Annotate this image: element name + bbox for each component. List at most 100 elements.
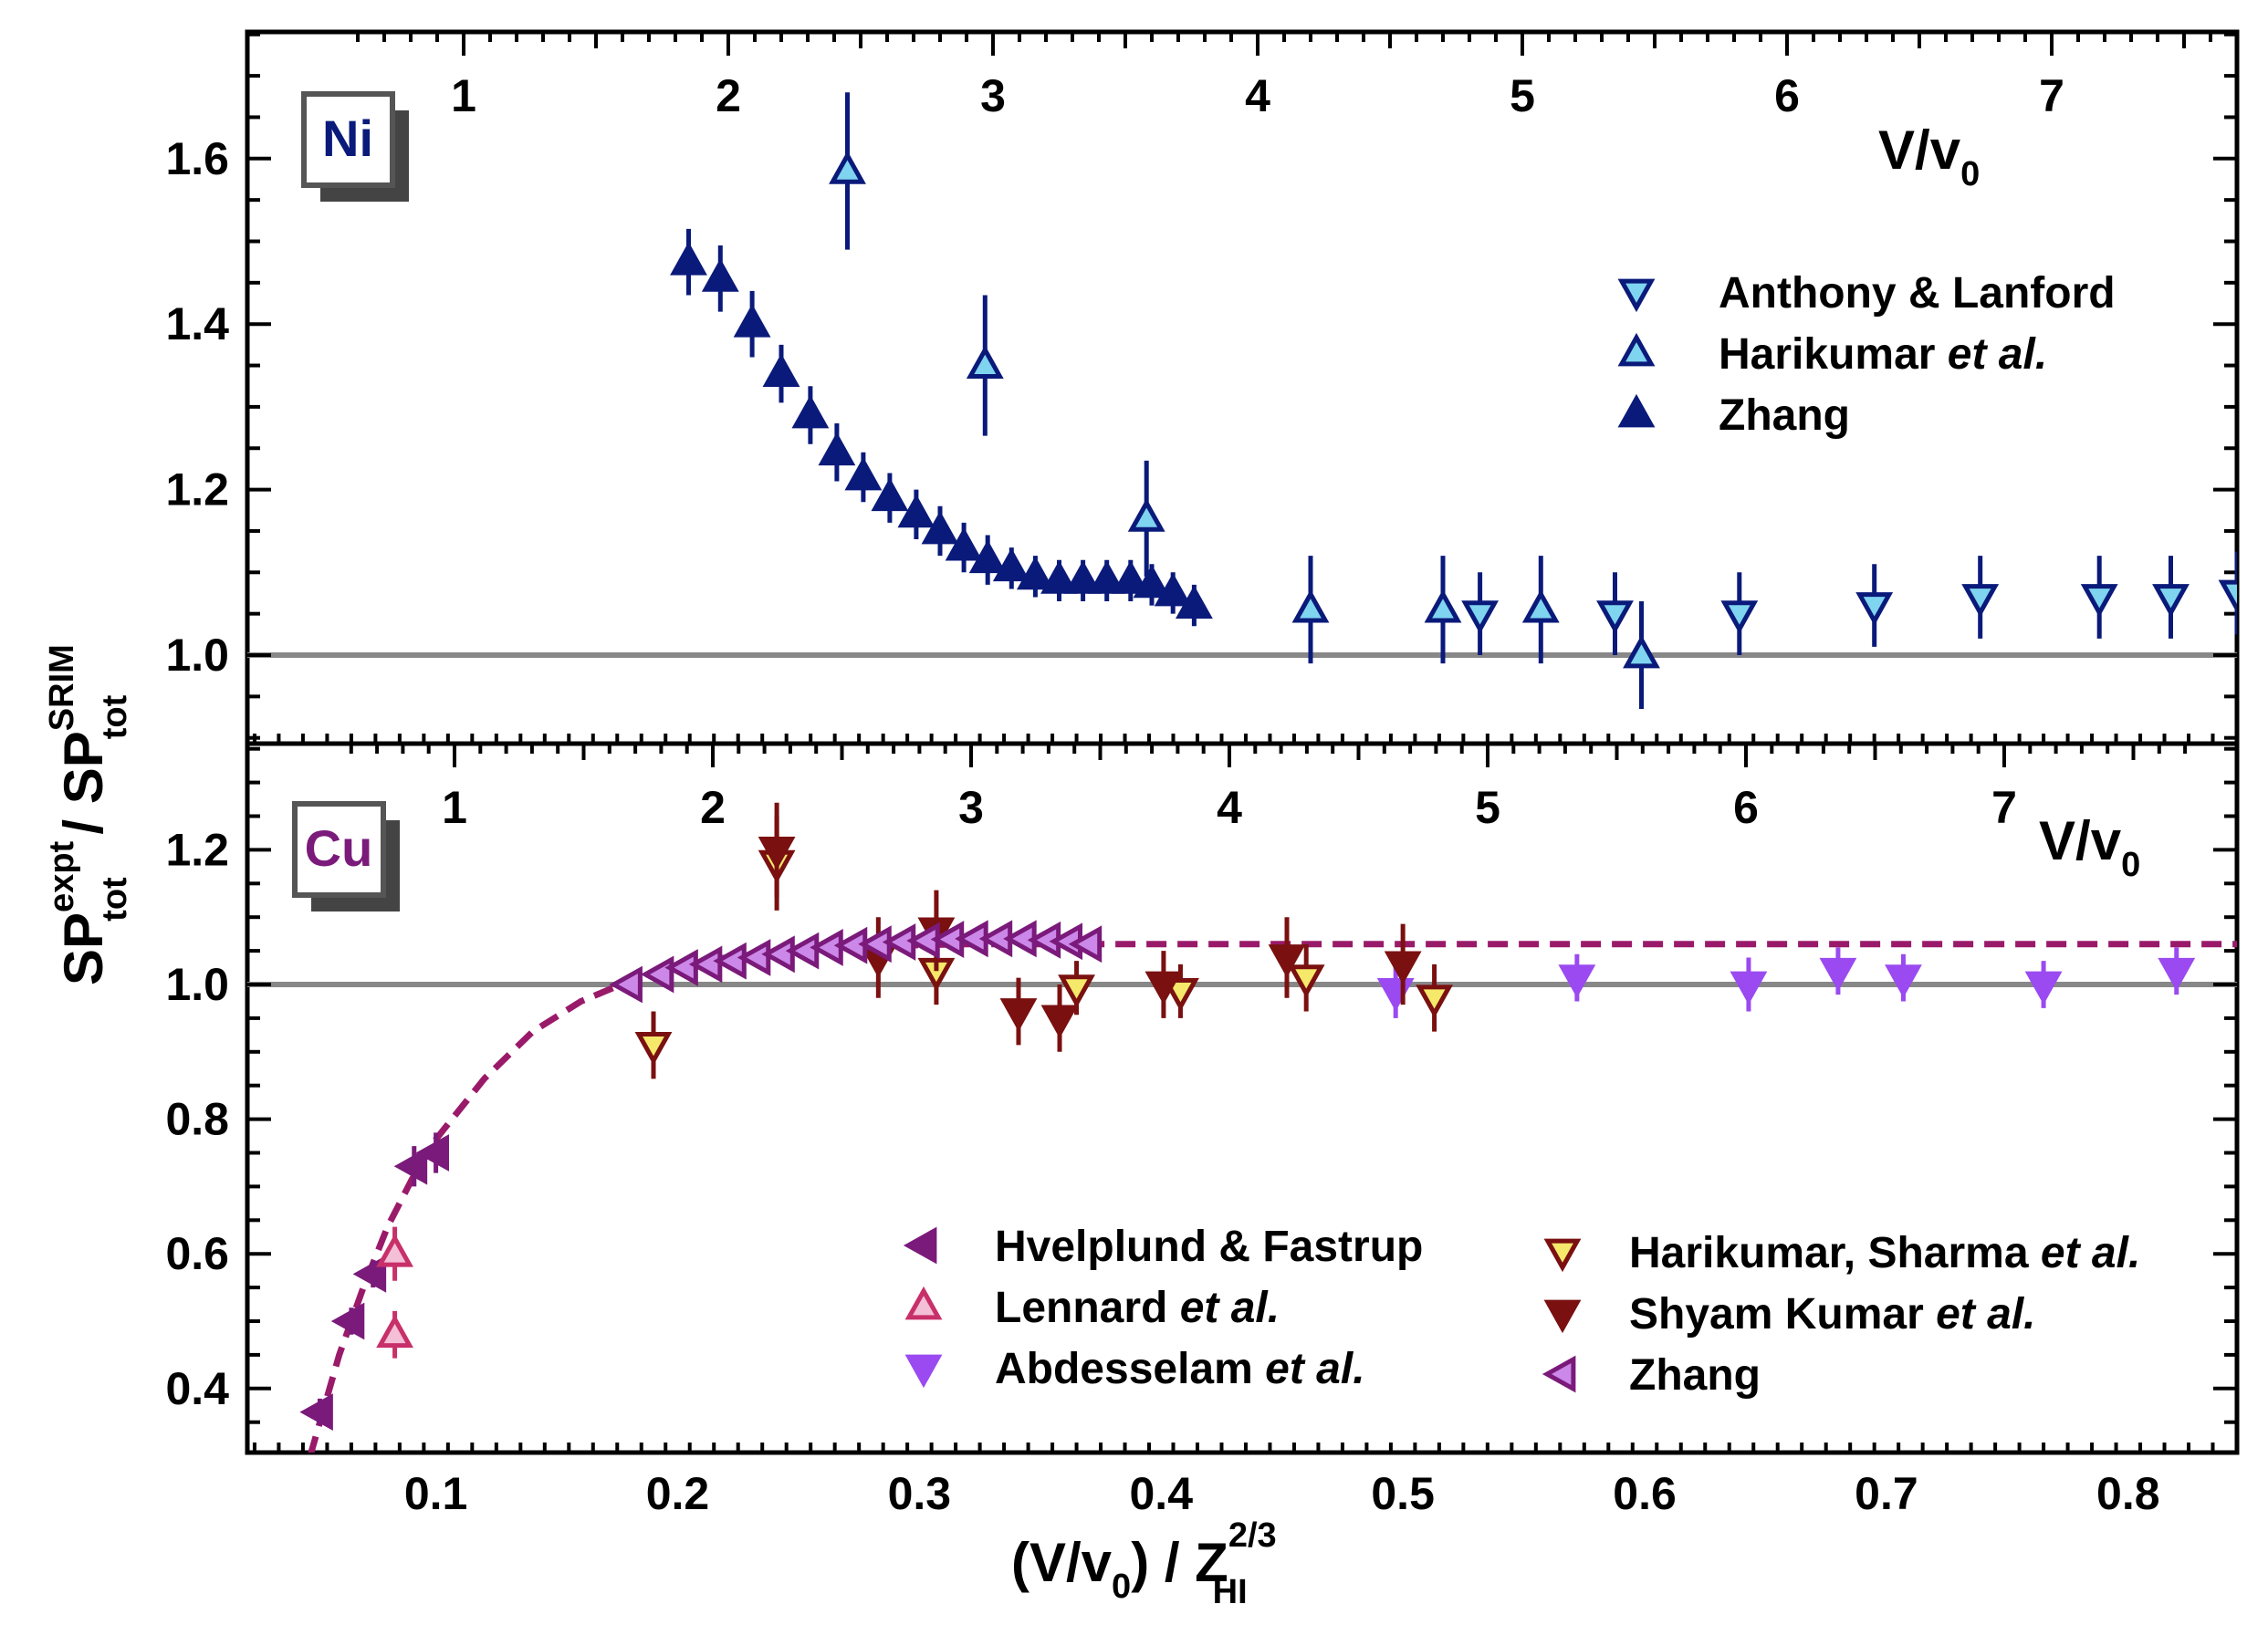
y-axis-title-sub1: tot xyxy=(96,877,134,922)
cu-s4-p6-marker xyxy=(1268,944,1306,978)
cu-s0-p4-marker xyxy=(415,1134,450,1172)
ni-s2-p11-marker xyxy=(968,539,1007,574)
cu-legend-item-5: Zhang xyxy=(1542,1351,1761,1400)
cu-s5-p1-marker xyxy=(640,955,674,994)
cu-top-tick-label: 6 xyxy=(1733,782,1759,833)
ni-ytick-label: 1.0 xyxy=(165,630,229,681)
cu-s0-p0-marker xyxy=(299,1393,333,1432)
ni-legend-marker xyxy=(1617,278,1656,313)
y-axis-title-group: SPexpt tot / SPSRIM tot xyxy=(43,644,134,985)
cu-legend-label: Abdesselam et al. xyxy=(995,1345,1365,1393)
cu-y-axis: 0.4 0.6 0.8 1.0 1.2 xyxy=(165,746,2237,1424)
cu-s1-p0-marker xyxy=(376,1234,413,1267)
cu-s2-p2-marker xyxy=(1730,971,1768,1005)
cu-series-2 xyxy=(1376,947,2196,1018)
ni-series-2 xyxy=(670,228,1213,627)
ni-s2-p2-marker xyxy=(733,304,771,338)
cu-legend-item-3: Harikumar, Sharma et al. xyxy=(1543,1229,2140,1277)
cu-s2-p3-marker xyxy=(1819,957,1857,992)
cu-legend-marker xyxy=(1543,1299,1582,1334)
cu-s5-p0-marker xyxy=(609,965,643,1004)
x-tick-label: 0.7 xyxy=(1855,1468,1918,1519)
x-tick-label: 0.3 xyxy=(888,1468,952,1519)
cu-legend-marker xyxy=(904,1354,943,1389)
cu-ytick-label: 1.2 xyxy=(165,824,229,875)
cu-s3-p0-marker xyxy=(634,1032,673,1066)
ni-s0-p5-marker xyxy=(2080,584,2118,618)
ni-ytick-label: 1.4 xyxy=(165,298,229,349)
cu-panel-frame xyxy=(245,741,2240,1455)
ni-s2-p13-marker xyxy=(1016,556,1054,590)
ni-s1-p5-marker xyxy=(1521,589,1560,623)
cu-legend-label: Harikumar, Sharma et al. xyxy=(1629,1229,2140,1277)
cu-legend-label: Shyam Kumar et al. xyxy=(1629,1290,2036,1339)
x-tick-label: 0.1 xyxy=(404,1468,468,1519)
cu-s5-p19-marker xyxy=(1068,925,1103,964)
ni-s1-p0-marker xyxy=(829,151,866,184)
ni-series-0 xyxy=(1461,551,2237,655)
cu-series-5 xyxy=(609,920,1103,1004)
y-axis-title-mid: / SP xyxy=(53,731,114,849)
ni-legend-marker xyxy=(1617,393,1656,428)
x-axis-title-sup: 2/3 xyxy=(1228,1516,1277,1555)
ni-s2-p16-marker xyxy=(1088,560,1126,594)
cu-s3-p5-marker xyxy=(1287,964,1325,998)
x-tick-label: 0.5 xyxy=(1371,1468,1435,1519)
cu-element-badge: Cu xyxy=(292,801,400,911)
y-axis-title-sup2: SRIM xyxy=(43,644,81,731)
ni-legend-label: Zhang xyxy=(1719,391,1850,440)
cu-legend-item-0: Hvelplund & Fastrup xyxy=(903,1223,1423,1271)
cu-badge-box xyxy=(292,801,386,898)
cu-legend-marker xyxy=(1543,1238,1582,1273)
cu-badge-label: Cu xyxy=(305,819,373,877)
ni-y-axis: 1.0 1.2 1.4 1.6 xyxy=(165,32,2237,740)
cu-legend-marker xyxy=(904,1286,943,1320)
ni-badge-box xyxy=(301,91,395,188)
ni-top-tick-label: 5 xyxy=(1510,70,1535,121)
ni-element-badge: Ni xyxy=(301,91,409,202)
ni-legend-item-2: Zhang xyxy=(1617,391,1850,440)
cu-s4-p4-marker xyxy=(1040,1005,1079,1039)
x-tick-label: 0.8 xyxy=(2096,1468,2160,1519)
x-tick-label: 0.4 xyxy=(1130,1468,1194,1519)
ni-s0-p7-marker xyxy=(2218,579,2237,614)
ni-s2-p3-marker xyxy=(762,353,800,388)
cu-top-tick-label: 2 xyxy=(700,782,726,833)
ni-top-axis: 1 2 3 4 5 6 7 xyxy=(356,32,2239,121)
ni-series-1 xyxy=(829,92,1660,709)
ni-top-tick-label: 2 xyxy=(716,70,741,121)
x-tick-label: 0.2 xyxy=(646,1468,710,1519)
x-tick-label: 0.6 xyxy=(1613,1468,1677,1519)
cu-fit-curve xyxy=(308,941,2237,1453)
cu-top-tick-label: 7 xyxy=(1991,782,2017,833)
x-axis-title-mid: ) / Z xyxy=(1131,1532,1228,1593)
ni-legend-item-1: Harikumar et al. xyxy=(1617,330,2047,379)
ni-s1-p6-marker xyxy=(1623,634,1660,669)
y-axis-title-sub2: tot xyxy=(96,694,134,739)
cu-ytick-label: 0.8 xyxy=(165,1094,229,1145)
ni-s1-p2-marker xyxy=(1127,498,1165,532)
cu-s4-p0-marker xyxy=(758,837,796,870)
ni-s2-p7-marker xyxy=(871,477,909,512)
ni-ytick-label: 1.2 xyxy=(165,464,229,516)
cu-legend-label-italic: et al. xyxy=(1936,1290,2035,1339)
ni-s2-p15-marker xyxy=(1064,560,1103,594)
ni-top-axis-title: V/v0 xyxy=(1878,120,1980,193)
cu-s3-p3-marker xyxy=(1058,974,1095,1008)
y-axis-title-sup1: expt xyxy=(43,840,81,911)
ni-s2-p12-marker xyxy=(992,547,1030,582)
cu-s4-p3-marker xyxy=(999,998,1038,1032)
ni-badge-label: Ni xyxy=(322,109,373,167)
cu-s2-p5-marker xyxy=(2024,971,2063,1005)
ni-s2-p6-marker xyxy=(844,456,883,491)
cu-legend-label-italic: et al. xyxy=(1180,1284,1280,1332)
cu-s1-p1-marker xyxy=(376,1314,413,1349)
ni-s2-p18-marker xyxy=(1133,564,1171,599)
x-axis-title-sub2: HI xyxy=(1213,1573,1248,1611)
ni-s2-p1-marker xyxy=(701,258,739,292)
cu-legend-item-2: Abdesselam et al. xyxy=(904,1345,1365,1393)
cu-top-tick-label: 3 xyxy=(958,782,984,833)
cu-top-tick-label: 1 xyxy=(442,782,467,833)
cu-series-group xyxy=(299,802,2196,1432)
x-axis: 0.1 0.2 0.3 0.4 0.5 0.6 0.7 0.8 xyxy=(252,734,2239,1519)
